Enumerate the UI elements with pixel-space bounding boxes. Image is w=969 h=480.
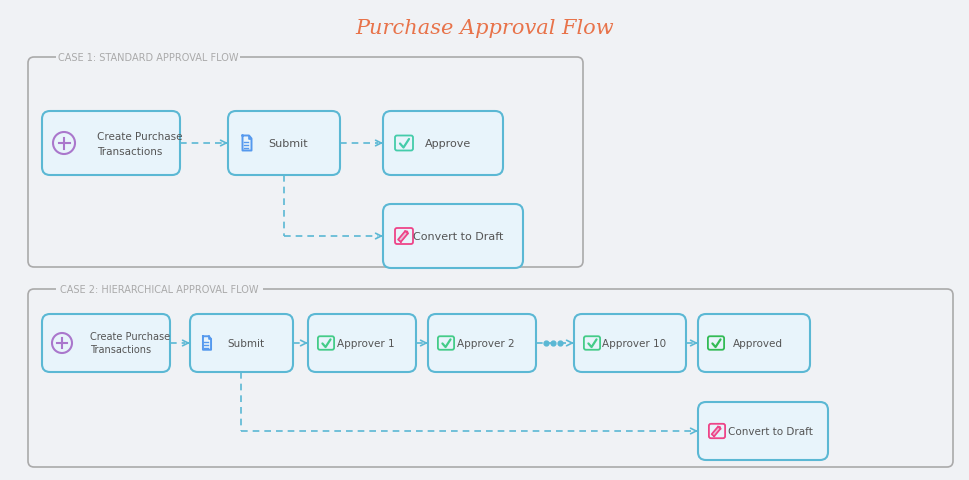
FancyBboxPatch shape — [190, 314, 293, 372]
FancyBboxPatch shape — [56, 282, 263, 296]
FancyBboxPatch shape — [308, 314, 416, 372]
FancyBboxPatch shape — [698, 402, 828, 460]
Text: Approver 10: Approver 10 — [602, 338, 666, 348]
Text: Create Purchase: Create Purchase — [90, 331, 170, 341]
Text: Submit: Submit — [267, 139, 307, 149]
Text: Transactions: Transactions — [90, 344, 151, 354]
Text: CASE 1: STANDARD APPROVAL FLOW: CASE 1: STANDARD APPROVAL FLOW — [58, 53, 238, 63]
FancyBboxPatch shape — [228, 112, 340, 176]
FancyBboxPatch shape — [574, 314, 685, 372]
Text: Approver 1: Approver 1 — [337, 338, 394, 348]
FancyBboxPatch shape — [698, 314, 809, 372]
Text: Approver 2: Approver 2 — [456, 338, 515, 348]
Text: Create Purchase: Create Purchase — [97, 132, 182, 142]
Text: Transactions: Transactions — [97, 147, 162, 156]
Text: Approve: Approve — [424, 139, 471, 149]
Text: Approved: Approved — [733, 338, 782, 348]
FancyBboxPatch shape — [42, 314, 170, 372]
FancyBboxPatch shape — [42, 112, 180, 176]
Text: Submit: Submit — [227, 338, 265, 348]
Polygon shape — [397, 232, 408, 242]
FancyBboxPatch shape — [383, 204, 522, 268]
FancyBboxPatch shape — [56, 51, 239, 65]
Text: Convert to Draft: Convert to Draft — [727, 426, 812, 436]
FancyBboxPatch shape — [383, 112, 503, 176]
Polygon shape — [711, 427, 720, 436]
Text: CASE 2: HIERARCHICAL APPROVAL FLOW: CASE 2: HIERARCHICAL APPROVAL FLOW — [60, 285, 259, 294]
Text: Convert to Draft: Convert to Draft — [413, 231, 503, 241]
Text: Purchase Approval Flow: Purchase Approval Flow — [356, 18, 613, 37]
FancyBboxPatch shape — [427, 314, 536, 372]
